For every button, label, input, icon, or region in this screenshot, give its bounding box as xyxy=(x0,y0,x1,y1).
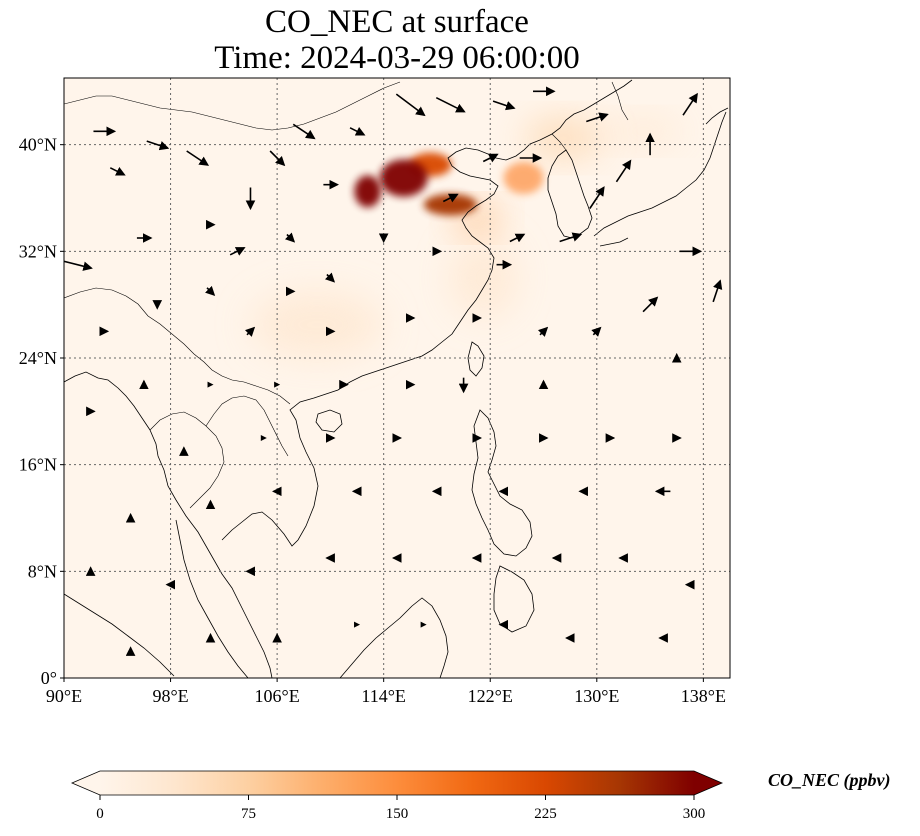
coastline-malay-peninsula xyxy=(64,519,249,678)
wind-vector-50 xyxy=(274,381,281,388)
wind-vector-51 xyxy=(207,381,214,388)
coastline-philippines xyxy=(471,409,535,633)
wind-vector-82 xyxy=(420,621,427,628)
tick-label-lon-0: 90°E xyxy=(46,686,82,706)
colorbar-tick-label-0: 0 xyxy=(96,806,104,822)
coastline-japan xyxy=(593,107,729,247)
colorbar-tick-label-3: 225 xyxy=(534,806,557,822)
colorbar-tick-label-1: 75 xyxy=(241,806,256,822)
wind-vector-44 xyxy=(591,326,602,337)
wind-vector-20 xyxy=(589,186,605,209)
wind-vector-27 xyxy=(509,233,526,243)
coastline-taiwan xyxy=(467,341,485,377)
co-plume-5 xyxy=(503,162,544,194)
wind-vector-83 xyxy=(354,621,361,628)
wind-vector-26 xyxy=(559,232,583,243)
co-plume-0 xyxy=(250,291,384,358)
colorbar-label: CO_NEC (ppbv) xyxy=(768,770,891,790)
wind-vectors xyxy=(64,86,723,656)
gridlines xyxy=(64,78,730,678)
map-plot-area xyxy=(64,78,730,678)
wind-vector-24 xyxy=(712,279,723,303)
wind-vector-18 xyxy=(586,112,609,123)
tick-label-lat-2: 16°N xyxy=(19,455,57,475)
wind-vector-12 xyxy=(284,232,296,243)
tick-label-lon-2: 106°E xyxy=(255,686,300,706)
coastline-hainan xyxy=(315,409,343,433)
co-plume-9 xyxy=(354,175,382,208)
colorbar-tick-label-2: 150 xyxy=(386,806,409,822)
wind-vector-22 xyxy=(682,92,698,116)
colorbar-body xyxy=(100,771,694,795)
wind-vector-19 xyxy=(615,159,632,183)
wind-vector-29 xyxy=(442,193,459,203)
wind-vector-14 xyxy=(395,93,426,117)
wind-vector-2 xyxy=(109,166,126,176)
wind-vector-6 xyxy=(269,150,286,167)
colorbar-extend-min xyxy=(72,771,100,795)
wind-vector-13 xyxy=(349,126,366,136)
tick-label-lat-3: 24°N xyxy=(19,348,57,368)
wind-vector-15 xyxy=(435,96,466,113)
wind-vector-25 xyxy=(642,296,659,313)
wind-vector-43 xyxy=(537,326,549,337)
co-plume-3 xyxy=(523,119,604,157)
colorbar-extend-max xyxy=(694,771,722,795)
wind-vector-55 xyxy=(260,435,267,441)
wind-vector-4 xyxy=(186,150,210,166)
co-plume-1 xyxy=(450,238,517,318)
co-plume-2 xyxy=(603,117,684,145)
wind-vector-36 xyxy=(204,285,216,296)
coastline-mainland xyxy=(64,79,633,678)
coastlines xyxy=(64,79,729,678)
colorbar-tick-label-4: 300 xyxy=(683,806,706,822)
tick-label-lon-5: 130°E xyxy=(574,686,619,706)
tick-label-lat-1: 8°N xyxy=(28,561,57,581)
tick-label-lat-4: 32°N xyxy=(19,241,57,261)
wind-vector-16 xyxy=(492,100,516,111)
tick-label-lat-0: 0° xyxy=(41,668,57,688)
latitude-axis: 0° 8°N 16°N 24°N 32°N 40°N xyxy=(19,135,64,688)
co-plume-8 xyxy=(379,159,428,197)
map-frame xyxy=(63,77,731,679)
wind-vector-30 xyxy=(482,153,499,163)
tick-label-lat-5: 40°N xyxy=(19,135,57,155)
colorbar-ticks: 0 75 150 225 300 xyxy=(96,795,705,822)
wind-vector-7 xyxy=(292,123,316,140)
wind-vector-0 xyxy=(64,260,93,271)
tick-label-lon-3: 114°E xyxy=(361,686,406,706)
wind-vector-34 xyxy=(324,272,336,283)
map-title: CO_NEC at surface xyxy=(265,4,529,40)
co-concentration-field xyxy=(250,117,684,358)
coastline-borneo xyxy=(339,597,449,678)
map-subtitle-time: Time: 2024-03-29 06:00:00 xyxy=(214,40,580,76)
co-plume-7 xyxy=(423,194,477,216)
country-borders xyxy=(64,81,629,509)
colorbar: 0 75 150 225 300 xyxy=(70,770,724,822)
tick-label-lon-4: 122°E xyxy=(468,686,513,706)
wind-vector-3 xyxy=(146,140,170,151)
wind-vector-9 xyxy=(229,247,246,256)
wind-vector-39 xyxy=(244,326,256,337)
tick-label-lon-1: 98°E xyxy=(152,686,188,706)
tick-label-lon-6: 138°E xyxy=(681,686,726,706)
longitude-axis: 90°E 98°E 106°E 114°E 122°E 130°E 138°E xyxy=(46,678,726,706)
